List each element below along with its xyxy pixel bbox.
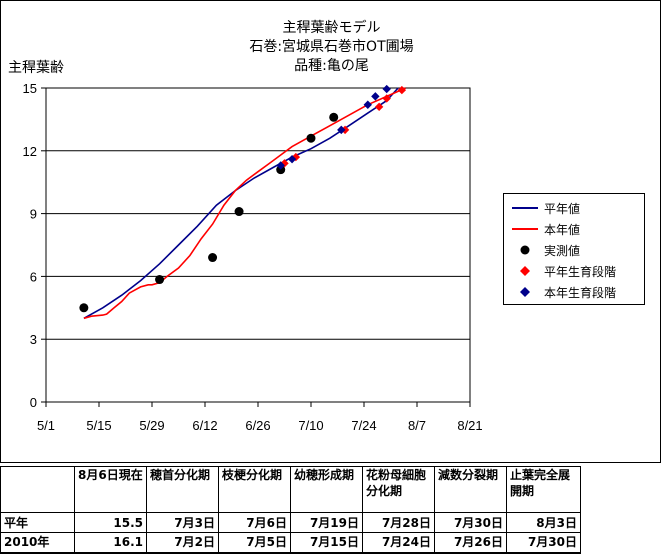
x-tick-label: 7/10 (298, 418, 323, 433)
legend-label: 平年値 (544, 202, 581, 216)
leaf-age-chart: 0 3 6 9 12 15 5/1 5/15 5/29 6/12 6/26 7/10 7/24 8/7 8/… (8, 60, 483, 433)
measured-point (79, 303, 89, 313)
table-header-cell: 8月6日現在 (74, 466, 147, 513)
measured-point (234, 207, 244, 217)
y-axis-label: 主稈葉齢 (8, 60, 64, 76)
legend-item-current: 本年値 (504, 220, 644, 238)
measured-point (208, 253, 218, 263)
x-tick-label: 6/12 (192, 418, 217, 433)
chart-title-line-3: 品種:亀の尾 (294, 58, 369, 74)
x-tick-label: 8/7 (408, 418, 426, 433)
table-header-cell: 花粉母細胞分化期 (362, 466, 435, 513)
legend-item-current-stage: 本年生育段階 (504, 283, 644, 301)
series-line-1 (83, 87, 406, 320)
table-cell: 15.5 (74, 512, 147, 533)
measured-point (306, 133, 316, 143)
table-row: 平年 15.5 7月3日 7月6日 7月19日 7月28日 7月30日 8月3日 (0, 512, 581, 533)
series-line-0 (83, 87, 399, 319)
stage-point (382, 94, 391, 103)
y-tick-label: 15 (23, 81, 37, 96)
table-cell: 7月26日 (434, 532, 507, 554)
table-cell: 7月15日 (290, 532, 363, 554)
x-tick-label: 8/21 (457, 418, 482, 433)
table-header-row: 8月6日現在 穂首分化期 枝梗分化期 幼穂形成期 花粉母細胞分化期 減数分裂期 … (0, 466, 581, 513)
stage-point (276, 161, 285, 170)
legend-label: 平年生育段階 (544, 265, 617, 279)
table-cell: 7月30日 (434, 512, 507, 533)
y-tick-label: 6 (30, 269, 37, 284)
legend-label: 本年生育段階 (544, 286, 617, 300)
y-tick-label: 9 (30, 207, 37, 222)
legend-label: 本年値 (544, 223, 581, 237)
stage-point (374, 102, 384, 112)
legend-item-measured: 実測値 (504, 241, 644, 259)
legend-line-symbol (512, 207, 538, 209)
y-tick-label: 12 (23, 144, 37, 159)
plot-area (45, 87, 471, 403)
legend-line-symbol (512, 228, 538, 230)
x-tick-label: 6/26 (245, 418, 270, 433)
table-row-header: 2010年 (0, 532, 75, 554)
legend-diamond-symbol (520, 266, 530, 276)
legend-item-average-stage: 平年生育段階 (504, 262, 644, 280)
legend-label: 実測値 (544, 244, 581, 258)
y-tick-label: 0 (30, 395, 37, 410)
x-tick-label: 7/24 (351, 418, 376, 433)
chart-title-line-1: 主稈葉齢モデル (282, 20, 381, 36)
x-tick-label: 5/15 (86, 418, 111, 433)
stage-point (382, 84, 391, 94)
legend-item-average: 平年値 (504, 199, 644, 217)
table-header-cell: 枝梗分化期 (218, 466, 291, 513)
measured-point (329, 112, 339, 122)
table-cell: 16.1 (74, 532, 147, 554)
table-cell: 7月19日 (290, 512, 363, 533)
table-cell: 7月3日 (146, 512, 219, 533)
measured-point (155, 275, 165, 285)
chart-title-line-2: 石巻:宮城県石巻市OT圃場 (249, 39, 414, 55)
legend-diamond-symbol (520, 287, 530, 297)
x-tick-label: 5/1 (37, 418, 55, 433)
table-cell: 7月30日 (506, 532, 581, 554)
stage-point (363, 100, 372, 109)
table-header-cell: 穂首分化期 (146, 466, 219, 513)
table-cell: 7月6日 (218, 512, 291, 533)
stage-point (337, 125, 346, 135)
stage-point (287, 154, 297, 164)
table-header-blank (0, 466, 75, 513)
table-header-cell: 減数分裂期 (434, 466, 507, 513)
table-cell: 7月2日 (146, 532, 219, 554)
table-row: 2010年 16.1 7月2日 7月5日 7月15日 7月24日 7月26日 7… (0, 532, 581, 554)
y-tick-label: 3 (30, 332, 37, 347)
stage-point (371, 92, 380, 101)
table-header-cell: 幼穂形成期 (290, 466, 363, 513)
chart-legend: 平年値 本年値 実測値 平年生育段階 本年生育段階 (503, 193, 645, 305)
x-tick-label: 5/29 (139, 418, 164, 433)
table-cell: 7月24日 (362, 532, 435, 554)
table-row-header: 平年 (0, 512, 75, 533)
table-cell: 8月3日 (506, 512, 581, 533)
stage-point (397, 85, 407, 95)
table-header-cell: 止葉完全展開期 (506, 466, 581, 513)
table-cell: 7月5日 (218, 532, 291, 554)
legend-circle-symbol (520, 245, 530, 255)
table-cell: 7月28日 (362, 512, 435, 533)
growth-stage-table: 8月6日現在 穂首分化期 枝梗分化期 幼穂形成期 花粉母細胞分化期 減数分裂期 … (0, 466, 581, 554)
